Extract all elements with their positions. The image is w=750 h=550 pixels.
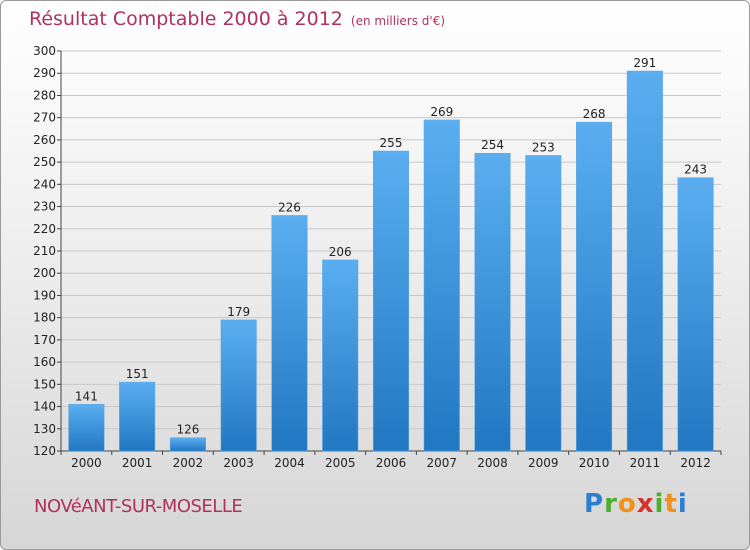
- y-tick-label: 230: [33, 200, 56, 214]
- chart-unit-note: (en milliers d'€): [350, 14, 446, 28]
- y-tick-label: 160: [33, 355, 56, 369]
- chart-title-text: Résultat Comptable 2000 à 2012: [29, 8, 343, 30]
- bars: [68, 70, 714, 452]
- value-label-2002: 126: [176, 423, 199, 437]
- y-tick-label: 270: [33, 111, 56, 125]
- bar-2003: [220, 319, 257, 452]
- value-label-2004: 226: [278, 200, 301, 214]
- y-tick-label: 300: [33, 44, 56, 58]
- logo-letter: o: [617, 489, 637, 519]
- value-label-2010: 268: [583, 107, 606, 121]
- value-label-2001: 151: [126, 367, 149, 381]
- bar-2006: [372, 150, 410, 452]
- y-tick-label: 240: [33, 177, 56, 191]
- x-tick-label-2001: 2001: [122, 456, 153, 470]
- y-tick-label: 180: [33, 311, 56, 325]
- logo-letter: i: [677, 489, 688, 519]
- bar-2010: [576, 121, 613, 452]
- value-label-2012: 243: [684, 163, 707, 177]
- y-tick-label: 140: [33, 400, 56, 414]
- x-tick-label-2008: 2008: [477, 456, 508, 470]
- y-tick-label: 170: [33, 333, 56, 347]
- x-tick-label-2003: 2003: [223, 456, 254, 470]
- x-tick-label-2006: 2006: [376, 456, 407, 470]
- bar-2012: [677, 177, 714, 452]
- y-tick-label: 290: [33, 66, 56, 80]
- x-tick-label-2012: 2012: [680, 456, 711, 470]
- value-label-2008: 254: [481, 138, 504, 152]
- chart-title: Résultat Comptable 2000 à 2012 (en millie…: [29, 8, 445, 30]
- y-tick-label: 260: [33, 133, 56, 147]
- x-tick-label-2011: 2011: [630, 456, 661, 470]
- y-tick-label: 190: [33, 288, 56, 302]
- bar-2008: [474, 152, 511, 452]
- logo-letter: P: [584, 489, 605, 519]
- x-tick-label-2002: 2002: [173, 456, 204, 470]
- logo-letter: x: [636, 489, 655, 519]
- y-tick-label: 220: [33, 222, 56, 236]
- value-label-2009: 253: [532, 140, 555, 154]
- x-tick-label-2000: 2000: [71, 456, 102, 470]
- value-label-2007: 269: [430, 105, 453, 119]
- y-tick-label: 250: [33, 155, 56, 169]
- bar-2007: [423, 119, 460, 452]
- bar-2005: [322, 259, 359, 452]
- y-tick-label: 200: [33, 266, 56, 280]
- logo-letter: i: [654, 489, 665, 519]
- bar-2002: [169, 437, 206, 452]
- value-label-2006: 255: [380, 136, 403, 150]
- axes: 120 130 140 150 160 170 180 190 200 210 220 230 240 2…: [33, 44, 722, 470]
- value-label-2005: 206: [329, 245, 352, 259]
- y-tick-label: 210: [33, 244, 56, 258]
- value-label-2000: 141: [75, 389, 98, 403]
- x-tick-label-2009: 2009: [528, 456, 559, 470]
- logo-letter: r: [604, 489, 618, 519]
- bar-2009: [525, 155, 562, 452]
- y-tick-label: 150: [33, 377, 56, 391]
- x-tick-label-2004: 2004: [274, 456, 305, 470]
- y-tick-label: 280: [33, 88, 56, 102]
- x-tick-label-2007: 2007: [426, 456, 457, 470]
- logo-letter: t: [664, 489, 678, 519]
- bar-2001: [119, 381, 156, 452]
- bar-2004: [271, 215, 308, 452]
- labels: 141 151 126 179 226 206 255 269 254 253 268 291 243: [75, 56, 707, 437]
- x-tick-label-2010: 2010: [579, 456, 610, 470]
- value-label-2011: 291: [633, 56, 656, 70]
- x-tick-label-2005: 2005: [325, 456, 356, 470]
- y-tick-label: 120: [33, 444, 56, 458]
- commune-name: NOVéANT-SUR-MOSELLE: [34, 496, 243, 517]
- bar-2011: [626, 70, 663, 452]
- bar-2000: [68, 404, 105, 452]
- y-tick-label: 130: [33, 422, 56, 436]
- value-label-2003: 179: [227, 305, 250, 319]
- proxiti-logo: Proxiti: [584, 489, 688, 519]
